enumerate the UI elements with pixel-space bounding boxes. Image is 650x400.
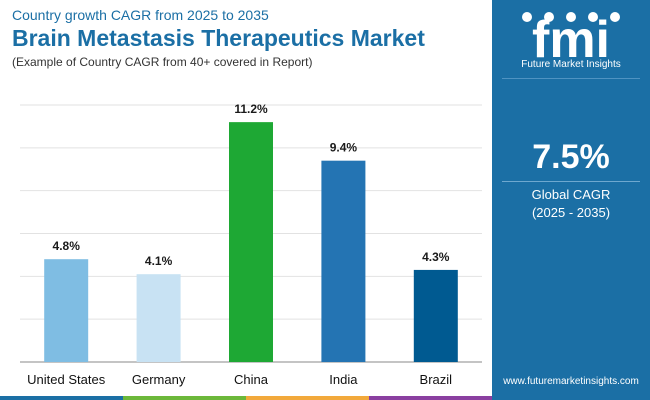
x-tick-label: Brazil (420, 372, 453, 387)
fmi-logo-icon: fmi (522, 11, 620, 60)
divider (502, 181, 640, 182)
side-panel: fmi Future Market Insights 7.5% Global C… (492, 0, 650, 400)
data-label: 11.2% (234, 102, 268, 116)
data-label: 9.4% (330, 141, 358, 155)
x-tick-label: India (329, 372, 358, 387)
footer-strip-segment (0, 396, 123, 400)
x-tick-label: China (234, 372, 269, 387)
data-label: 4.8% (53, 239, 81, 253)
bar (229, 122, 273, 362)
bar (413, 269, 458, 362)
footer-strip-segment (123, 396, 246, 400)
website-link[interactable]: www.futuremarketinsights.com (503, 376, 639, 387)
chart-header: Country growth CAGR from 2025 to 2035 Br… (12, 6, 482, 70)
footer-strip-segment (369, 396, 492, 400)
bar (44, 259, 89, 362)
logo-text: Future Market Insights (521, 59, 621, 70)
chart-subtitle: Country growth CAGR from 2025 to 2035 (12, 7, 269, 23)
footer-strip-segment (246, 396, 369, 400)
divider (502, 78, 640, 79)
footer-color-strip (0, 396, 492, 400)
bar-chart: 4.8% United States 4.1% Germany 11.2% China 9.… (20, 102, 482, 387)
chart-note: (Example of Country CAGR from 40+ covere… (12, 55, 313, 69)
chart-title: Brain Metastasis Therapeutics Market (12, 25, 425, 51)
data-label: 4.3% (422, 250, 450, 264)
bar (136, 274, 181, 362)
bar (321, 160, 366, 362)
data-label: 4.1% (145, 254, 173, 268)
x-tick-label: Germany (132, 372, 186, 387)
x-tick-label: United States (27, 372, 106, 387)
global-cagr-period: (2025 - 2035) (531, 205, 611, 220)
global-cagr-value: 7.5% (532, 138, 610, 176)
global-cagr-label: Global CAGR (531, 187, 611, 202)
